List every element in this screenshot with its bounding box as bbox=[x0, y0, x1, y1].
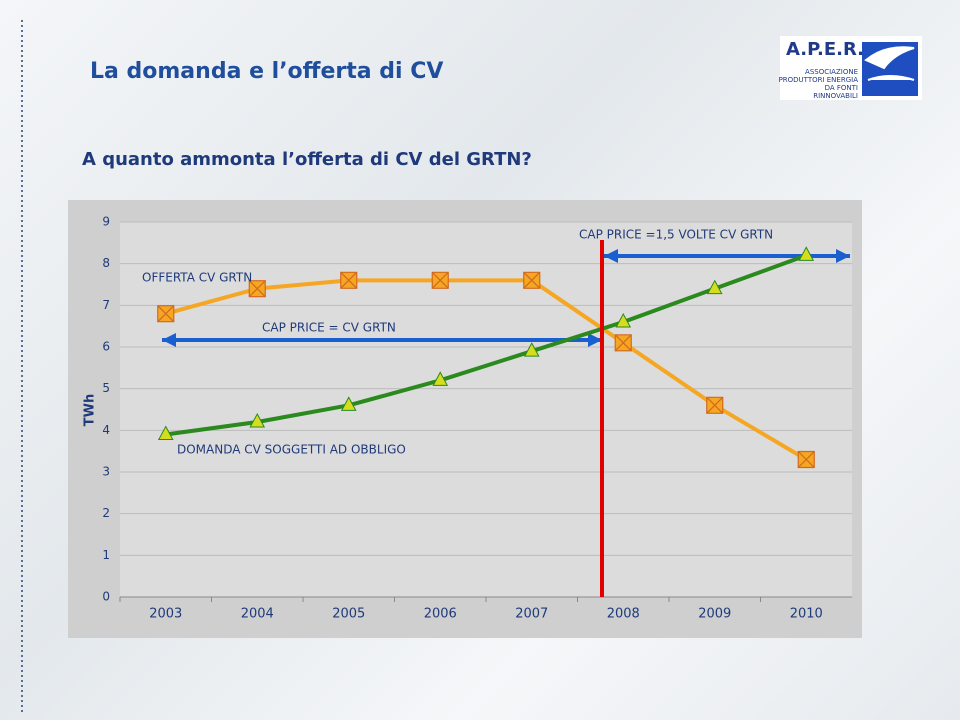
y-tick-label: 8 bbox=[102, 256, 110, 270]
x-tick-label: 2003 bbox=[149, 607, 182, 622]
x-tick-label: 2006 bbox=[424, 607, 457, 622]
marker bbox=[797, 450, 815, 469]
y-tick-label: 1 bbox=[102, 548, 110, 562]
x-tick-label: 2009 bbox=[698, 607, 731, 622]
annotation: OFFERTA CV GRTN bbox=[142, 271, 252, 285]
y-tick-label: 3 bbox=[102, 465, 110, 479]
marker bbox=[432, 371, 449, 386]
x-tick-label: 2010 bbox=[790, 607, 823, 622]
y-tick-label: 7 bbox=[102, 298, 110, 312]
marker bbox=[157, 305, 175, 323]
series-line bbox=[165, 253, 807, 437]
annotation: DOMANDA CV SOGGETTI AD OBBLIGO bbox=[177, 443, 406, 457]
marker bbox=[157, 425, 174, 440]
logo-name: A.P.E.R. bbox=[786, 39, 864, 60]
marker bbox=[706, 396, 724, 414]
y-tick-label: 2 bbox=[102, 506, 110, 520]
logo-line: PRODUTTORI ENERGIA bbox=[779, 76, 859, 84]
y-axis-label: TWh bbox=[83, 394, 98, 426]
x-tick-label: 2008 bbox=[607, 607, 640, 622]
y-tick-label: 9 bbox=[102, 215, 110, 229]
marker bbox=[340, 396, 357, 411]
x-tick-label: 2005 bbox=[332, 607, 365, 622]
y-tick-label: 4 bbox=[102, 423, 110, 437]
series-line bbox=[165, 278, 808, 462]
logo-line: ASSOCIAZIONE bbox=[805, 68, 858, 76]
marker bbox=[615, 312, 632, 328]
arrow-head bbox=[604, 249, 618, 263]
marker bbox=[249, 412, 266, 428]
marker bbox=[614, 334, 632, 352]
arrow-head bbox=[588, 333, 602, 347]
y-tick-label: 6 bbox=[102, 340, 110, 354]
marker bbox=[523, 271, 541, 289]
marker bbox=[431, 271, 449, 289]
marker bbox=[523, 342, 540, 357]
marker bbox=[706, 279, 723, 295]
y-tick-label: 0 bbox=[102, 590, 110, 604]
arrow-head bbox=[162, 333, 176, 347]
slide-subtitle: A quanto ammonta l’offerta di CV del GRT… bbox=[82, 149, 532, 170]
x-tick-label: 2007 bbox=[515, 607, 548, 622]
x-tick-label: 2004 bbox=[241, 607, 274, 622]
annotation: CAP PRICE =1,5 VOLTE CV GRTN bbox=[579, 228, 773, 242]
logo-line: DA FONTI bbox=[825, 84, 858, 92]
slide-title: La domanda e l’offerta di CV bbox=[90, 59, 443, 84]
annotation: CAP PRICE = CV GRTN bbox=[262, 321, 396, 335]
logo-icon bbox=[864, 46, 915, 81]
logo-line: RINNOVABILI bbox=[813, 92, 858, 100]
arrow-head bbox=[836, 249, 850, 263]
marker bbox=[248, 280, 266, 298]
y-tick-label: 5 bbox=[102, 381, 110, 395]
marker bbox=[340, 271, 358, 289]
marker bbox=[798, 246, 815, 261]
